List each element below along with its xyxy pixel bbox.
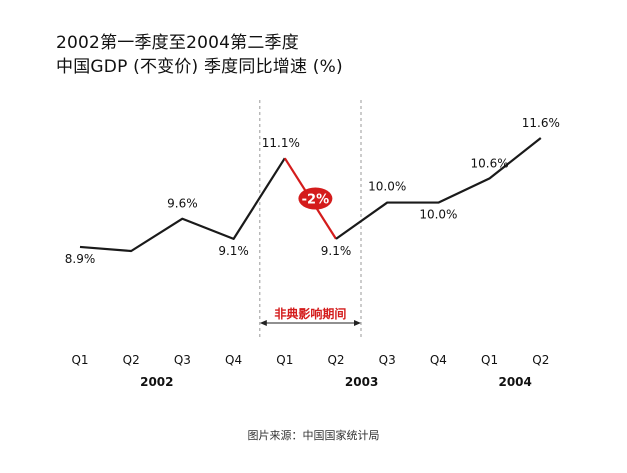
data-label-3: 9.1% xyxy=(218,244,249,258)
data-label-0: 8.9% xyxy=(65,252,96,266)
year-label-2003: 2003 xyxy=(345,375,378,389)
chart-title-line1: 2002第一季度至2004第二季度 xyxy=(56,33,299,53)
data-label-7: 10.0% xyxy=(419,208,457,222)
data-label-8: 10.6% xyxy=(471,156,509,170)
data-label-6: 10.0% xyxy=(368,180,406,194)
x-tick-label-9: Q2 xyxy=(532,353,549,367)
series-line-after xyxy=(335,137,542,240)
change-badge xyxy=(298,187,333,210)
x-tick-label-5: Q2 xyxy=(327,353,344,367)
data-label-9: 11.6% xyxy=(522,116,560,130)
x-tick-label-3: Q4 xyxy=(225,353,242,367)
x-tick-label-1: Q2 xyxy=(123,353,140,367)
data-label-5: 9.1% xyxy=(321,244,352,258)
period-arrow-right xyxy=(354,320,361,326)
data-label-2: 9.6% xyxy=(167,197,198,211)
year-label-2002: 2002 xyxy=(140,375,173,389)
x-tick-label-0: Q1 xyxy=(71,353,88,367)
source-caption: 图片来源：中国国家统计局 xyxy=(247,429,380,442)
x-tick-label-4: Q1 xyxy=(276,353,293,367)
chart-title-line2: 中国GDP (不变价) 季度同比增速 (%) xyxy=(56,57,343,77)
period-label: 非典影响期间 xyxy=(274,306,346,321)
series-line-before xyxy=(79,157,286,253)
year-label-2004: 2004 xyxy=(498,375,531,389)
x-tick-label-6: Q3 xyxy=(379,353,396,367)
x-tick-label-7: Q4 xyxy=(430,353,447,367)
data-label-4: 11.1% xyxy=(262,136,300,150)
change-badge-text: -2% xyxy=(302,193,329,208)
x-tick-label-8: Q1 xyxy=(481,353,498,367)
period-arrow-left xyxy=(259,320,267,326)
x-tick-label-2: Q3 xyxy=(174,353,191,367)
